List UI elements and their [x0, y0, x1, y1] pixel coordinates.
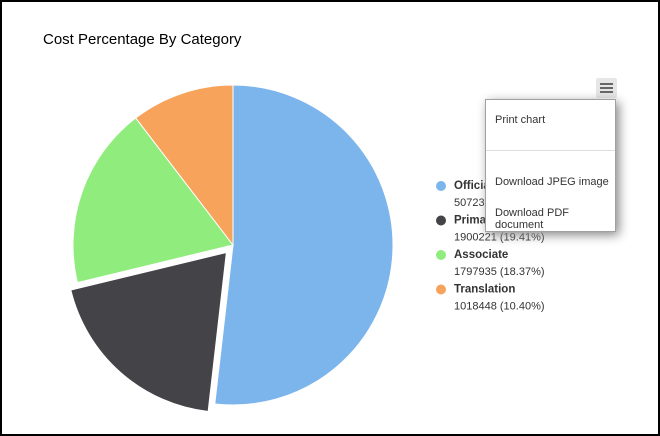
legend-label[interactable]: Translation — [454, 284, 515, 296]
legend-label[interactable]: Associate — [454, 249, 508, 261]
legend-value: 1797935 (18.37%) — [454, 266, 545, 278]
menu-button[interactable] — [596, 78, 617, 98]
pie-slice[interactable] — [72, 117, 234, 284]
pie-slice[interactable] — [70, 251, 227, 413]
legend-symbol — [436, 284, 446, 295]
menu-item[interactable]: Download JPEG image — [495, 176, 609, 188]
menu-separator — [486, 150, 615, 151]
legend-value: 1900221 (19.41%) — [454, 231, 545, 243]
menu-icon-bar — [600, 83, 613, 85]
legend-label[interactable]: Official — [454, 180, 493, 192]
pie-slice[interactable] — [134, 84, 234, 247]
legend-value: 1018448 (10.40%) — [454, 300, 545, 312]
legend-symbol — [436, 181, 446, 191]
export-menu: Print chart Download JPEG image Download… — [485, 99, 616, 232]
menu-icon-bar — [600, 91, 613, 93]
pie-slice[interactable] — [214, 84, 394, 406]
menu-icon-bar — [600, 87, 613, 89]
menu-item[interactable]: Download PDF document — [495, 207, 569, 231]
legend-symbol — [436, 250, 446, 260]
chart-title: Cost Percentage By Category — [43, 31, 242, 48]
legend-symbol — [436, 215, 446, 226]
menu-item[interactable]: Print chart — [495, 114, 546, 126]
